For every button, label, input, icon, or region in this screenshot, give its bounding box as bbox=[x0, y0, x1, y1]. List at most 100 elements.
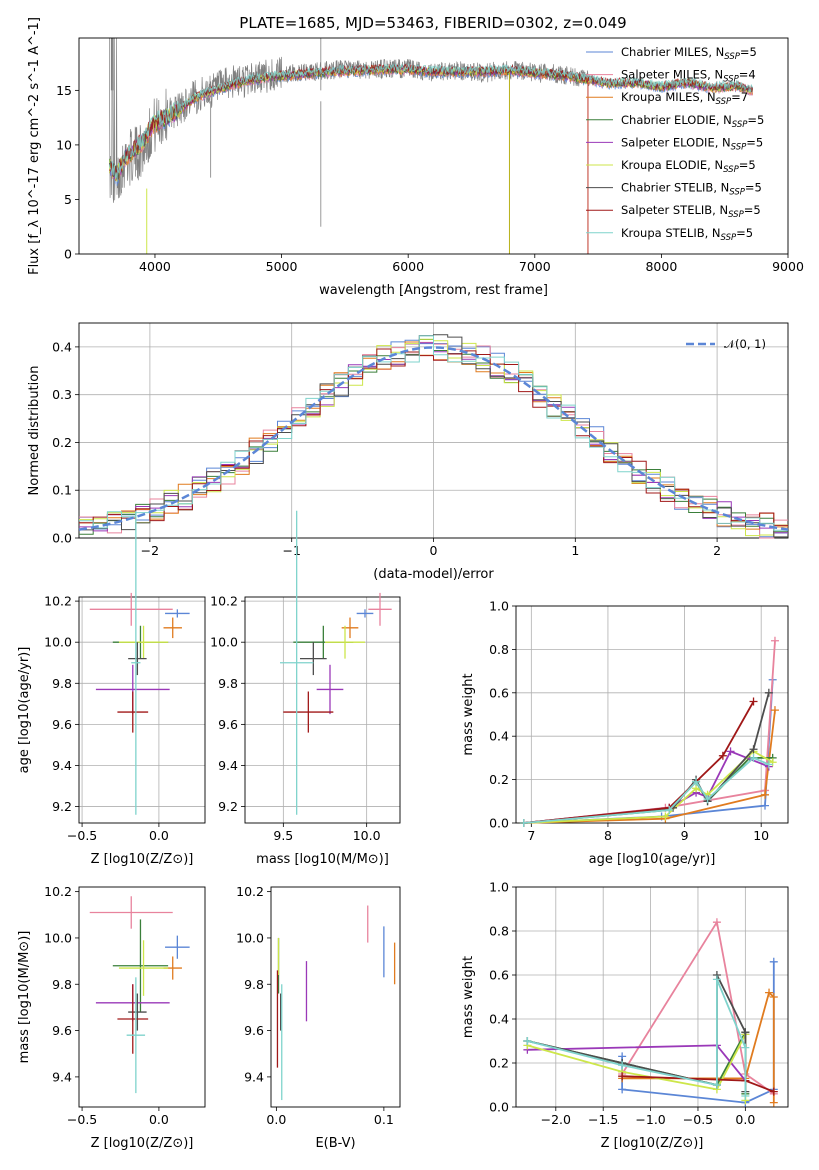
weight-line bbox=[621, 919, 775, 1095]
mass-vs-ebv-ytick-label: 10.0 bbox=[236, 930, 264, 945]
age-vs-mass-ytick-label: 9.8 bbox=[218, 676, 238, 691]
mass-vs-z-panel: −0.5 0.0 9.4 9.6 9.8 10.0 10.2 Z [log10(Z/Z⊙)] m… bbox=[17, 884, 206, 1151]
age-vs-z-ytick-label: 9.8 bbox=[52, 676, 72, 691]
weight-vs-z-ytick-label: 0.6 bbox=[489, 968, 509, 983]
age-vs-z-ytick-label: 9.4 bbox=[52, 758, 72, 773]
figure-title: PLATE=1685, MJD=53463, FIBERID=0302, z=0… bbox=[239, 14, 626, 32]
weight-vs-age-ytick-label: 0.8 bbox=[489, 642, 509, 657]
mass-vs-z-xtick-label: −0.5 bbox=[67, 1112, 97, 1127]
legend-label: Kroupa ELODIE, NSSP=5 bbox=[621, 158, 756, 175]
weight-vs-z-xtick-label: −0.5 bbox=[683, 1112, 713, 1127]
mass-vs-z-ytick-label: 10.2 bbox=[44, 884, 72, 899]
weight-vs-age-xtick-label: 8 bbox=[604, 828, 612, 843]
spectrum-plot-area bbox=[109, 38, 753, 254]
legend-label: Chabrier STELIB, NSSP=5 bbox=[621, 181, 762, 198]
age-vs-z-panel: −0.5 0.0 9.2 9.4 9.6 9.8 10.0 10.2 Z [log10(Z/Z⊙… bbox=[17, 510, 206, 867]
weight-line bbox=[523, 710, 776, 824]
mass-vs-ebv-ytick-label: 9.4 bbox=[244, 1069, 264, 1084]
spectrum-ytick-label: 15 bbox=[56, 83, 72, 98]
mass-vs-z-ytick-label: 9.8 bbox=[52, 977, 72, 992]
age-vs-z-ytick-label: 10.2 bbox=[44, 594, 72, 609]
weight-vs-z-ytick-label: 0.0 bbox=[489, 1100, 509, 1115]
weight-marker bbox=[741, 1043, 750, 1052]
weight-vs-age-ytick-label: 0.6 bbox=[489, 685, 509, 700]
residuals-xtick-label: 2 bbox=[713, 543, 721, 558]
age-vs-z-ytick-label: 9.2 bbox=[52, 799, 72, 814]
weight-vs-z-ylabel: mass weight bbox=[461, 956, 476, 1038]
weight-vs-z-panel: −2.0 −1.5 −1.0 −0.5 0.0 0.0 0.2 0.4 0.6 0.8 1.0 Z [… bbox=[461, 880, 789, 1151]
mass-vs-ebv-xlabel: E(B-V) bbox=[315, 1136, 355, 1151]
mass-vs-z-xlabel: Z [log10(Z/Z⊙)] bbox=[91, 1136, 194, 1151]
weight-marker bbox=[749, 745, 758, 754]
weight-marker bbox=[618, 1072, 627, 1081]
weight-marker bbox=[761, 801, 770, 810]
weight-marker bbox=[749, 697, 758, 706]
spectrum-ytick-label: 0 bbox=[64, 247, 72, 262]
weight-vs-age-ytick-label: 1.0 bbox=[489, 599, 509, 614]
weight-vs-age-xlabel: age [log10(age/yr)] bbox=[589, 852, 716, 867]
mass-vs-ebv-ytick-label: 9.6 bbox=[244, 1023, 264, 1038]
age-vs-mass-xtick-label: 9.5 bbox=[273, 828, 293, 843]
age-vs-z-frame bbox=[78, 596, 206, 824]
mass-vs-ebv-ytick-label: 9.8 bbox=[244, 977, 264, 992]
spectrum-frame bbox=[78, 37, 789, 255]
residuals-panel: −2 −1 0 1 2 0.0 0.1 0.2 0.3 0.4 𝒩(0, 1) (data-model… bbox=[27, 322, 789, 582]
spectrum-xtick-label: 5000 bbox=[266, 259, 298, 274]
age-vs-mass-panel: 9.5 10.0 9.2 9.4 9.6 9.8 10.0 10.2 mass [log10(M… bbox=[210, 510, 401, 867]
spectrum-xtick-label: 8000 bbox=[645, 259, 677, 274]
mass-vs-ebv-ytick-label: 10.2 bbox=[236, 884, 264, 899]
age-vs-z-xlabel: Z [log10(Z/Z⊙)] bbox=[91, 852, 194, 867]
spectrum-data-line bbox=[109, 38, 590, 203]
residuals-ytick-label: 0.0 bbox=[52, 531, 72, 546]
weight-marker bbox=[749, 753, 758, 762]
mass-vs-ebv-frame bbox=[270, 886, 401, 1108]
weight-vs-z-xtick-label: −2.0 bbox=[541, 1112, 571, 1127]
legend-label: Kroupa STELIB, NSSP=5 bbox=[621, 226, 753, 243]
mass-vs-z-frame bbox=[78, 886, 206, 1108]
residuals-ytick-label: 0.1 bbox=[52, 483, 72, 498]
weight-vs-z-xtick-label: 0.0 bbox=[735, 1112, 755, 1127]
weight-vs-age-xtick-label: 9 bbox=[681, 828, 689, 843]
weight-marker bbox=[712, 1081, 721, 1089]
weight-marker bbox=[764, 688, 773, 697]
residuals-ylabel: Normed distribution bbox=[27, 366, 42, 496]
mass-vs-ebv-xtick-label: 0.0 bbox=[266, 1112, 286, 1127]
spectrum-xtick-label: 9000 bbox=[772, 259, 804, 274]
weight-marker bbox=[618, 1061, 627, 1070]
age-vs-mass-ytick-label: 9.6 bbox=[218, 717, 238, 732]
residuals-ytick-label: 0.4 bbox=[52, 339, 72, 354]
legend-label: Salpeter MILES, NSSP=4 bbox=[621, 68, 756, 85]
weight-vs-age-xtick-label: 7 bbox=[527, 828, 535, 843]
weight-marker bbox=[692, 777, 701, 786]
normal-curve bbox=[78, 346, 789, 531]
legend-label: Kroupa MILES, NSSP=7 bbox=[621, 90, 748, 107]
residuals-frame bbox=[78, 322, 789, 539]
age-vs-mass-ytick-label: 10.0 bbox=[210, 635, 238, 650]
age-vs-mass-ytick-label: 9.4 bbox=[218, 758, 238, 773]
age-vs-mass-ytick-label: 10.2 bbox=[210, 594, 238, 609]
weight-vs-age-ylabel: mass weight bbox=[461, 673, 476, 755]
spectrum-ylabel: Flux [f_λ 10^-17 erg cm^-2 s^-1 A^-1] bbox=[27, 17, 42, 275]
weight-marker bbox=[769, 957, 778, 966]
weight-line bbox=[527, 979, 747, 1096]
mass-vs-z-xtick-label: 0.0 bbox=[149, 1112, 169, 1127]
legend-label: Salpeter STELIB, NSSP=5 bbox=[621, 203, 761, 220]
spectrum-ytick-label: 10 bbox=[56, 137, 72, 152]
weight-marker bbox=[703, 795, 712, 804]
weight-vs-age-xtick-label: 10 bbox=[753, 828, 769, 843]
weight-marker bbox=[661, 812, 670, 821]
weight-vs-z-ytick-label: 0.4 bbox=[489, 1012, 509, 1027]
spectrum-ytick-label: 5 bbox=[64, 192, 72, 207]
weight-marker bbox=[665, 805, 674, 814]
legend-label: Chabrier MILES, NSSP=5 bbox=[621, 45, 757, 62]
legend-label: Chabrier ELODIE, NSSP=5 bbox=[621, 113, 764, 130]
age-vs-mass-frame bbox=[244, 596, 401, 824]
weight-marker bbox=[769, 993, 778, 1001]
mass-vs-z-ytick-label: 9.4 bbox=[52, 1069, 72, 1084]
residuals-ytick-label: 0.2 bbox=[52, 435, 72, 450]
weight-vs-z-ytick-label: 0.8 bbox=[489, 924, 509, 939]
residuals-xtick-label: 1 bbox=[571, 543, 579, 558]
weight-marker bbox=[769, 1098, 778, 1107]
age-vs-mass-xlabel: mass [log10(M/M⊙)] bbox=[256, 852, 389, 867]
